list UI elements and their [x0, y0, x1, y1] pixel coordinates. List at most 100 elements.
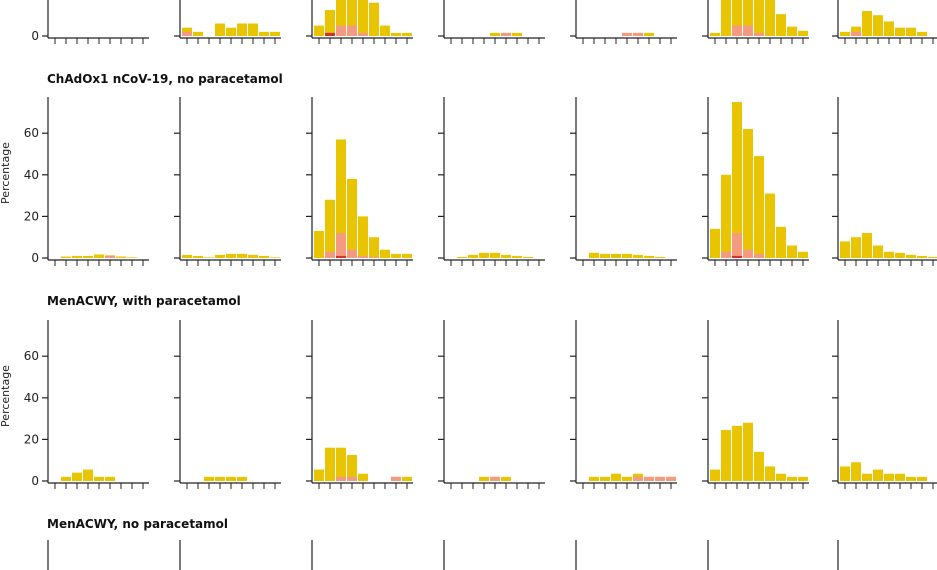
- bar-mild: [237, 476, 247, 481]
- bar-mild: [215, 23, 225, 36]
- bar-mild: [776, 473, 786, 481]
- bar-mild: [787, 26, 797, 36]
- bar-mild: [743, 0, 753, 36]
- bar-moderate: [754, 253, 764, 258]
- bar-mild: [94, 254, 104, 258]
- bar-mild: [204, 257, 214, 258]
- bar-mild: [743, 129, 753, 258]
- bar-mild: [600, 253, 610, 258]
- bar-mild: [61, 476, 71, 481]
- bar-mild: [862, 233, 872, 258]
- bar-mild: [259, 31, 269, 36]
- bar-moderate: [336, 233, 346, 258]
- bar-mild: [765, 466, 775, 481]
- bar-mild: [798, 30, 808, 36]
- bar-mild: [851, 237, 861, 258]
- y-axis-title: Percentage: [0, 365, 12, 427]
- y-tick-label: 60: [24, 349, 39, 363]
- bar-mild: [336, 139, 346, 258]
- bar-mild: [215, 476, 225, 481]
- bar-mild: [358, 216, 368, 258]
- bar-moderate: [743, 25, 753, 36]
- bar-mild: [873, 245, 883, 258]
- bar-moderate: [851, 31, 861, 36]
- bar-mild: [884, 21, 894, 36]
- bar-mild: [358, 0, 368, 36]
- bar-mild: [325, 10, 335, 36]
- bar-mild: [314, 469, 324, 481]
- y-tick-label: 60: [24, 126, 39, 140]
- bar-mild: [391, 253, 401, 258]
- bar-moderate: [754, 32, 764, 36]
- bar-mild: [906, 476, 916, 481]
- bar-mild: [895, 27, 905, 36]
- bar-mild: [193, 31, 203, 36]
- bar-mild: [721, 174, 731, 258]
- bar-mild: [589, 252, 599, 258]
- bar-mild: [490, 252, 500, 258]
- bar-moderate: [347, 249, 357, 258]
- bar-moderate: [633, 476, 643, 481]
- bar-mild: [215, 254, 225, 258]
- bar-mild: [347, 0, 357, 36]
- bar-mild: [391, 32, 401, 36]
- bar-mild: [600, 476, 610, 481]
- bar-mild: [358, 473, 368, 481]
- bar-mild: [862, 11, 872, 36]
- bar-mild: [347, 455, 357, 481]
- y-tick-label: 40: [24, 168, 39, 182]
- bar-mild: [270, 31, 280, 36]
- bar-mild: [798, 251, 808, 258]
- bar-mild: [873, 15, 883, 36]
- bar-mild: [204, 476, 214, 481]
- bar-mild: [840, 241, 850, 258]
- bar-mild: [589, 476, 599, 481]
- bar-mild: [611, 253, 621, 258]
- bar-mild: [721, 0, 731, 36]
- y-tick-label: 20: [24, 209, 39, 223]
- bar-moderate: [721, 251, 731, 258]
- bar-moderate: [336, 25, 346, 36]
- bar-mild: [325, 447, 335, 481]
- bar-severe: [325, 32, 335, 36]
- bar-moderate: [732, 233, 742, 258]
- bar-mild: [105, 476, 115, 481]
- bar-mild: [884, 473, 894, 481]
- bar-mild: [479, 252, 489, 258]
- bar-mild: [380, 249, 390, 258]
- bar-mild: [501, 476, 511, 481]
- bar-mild: [270, 257, 280, 258]
- bar-mild: [127, 257, 137, 258]
- bar-mild: [237, 23, 247, 36]
- bar-mild: [917, 255, 927, 258]
- bar-moderate: [369, 256, 379, 258]
- bar-mild: [347, 178, 357, 258]
- bar-moderate: [347, 25, 357, 36]
- bar-mild: [259, 255, 269, 258]
- bar-mild: [895, 473, 905, 481]
- bar-severe: [336, 255, 346, 258]
- bar-mild: [917, 31, 927, 36]
- bar-mild: [622, 476, 632, 481]
- bar-mild: [776, 14, 786, 36]
- row-title: ChAdOx1 nCoV-19, no paracetamol: [47, 72, 283, 86]
- bar-mild: [72, 472, 82, 481]
- bar-mild: [336, 0, 346, 36]
- bar-mild: [248, 23, 258, 36]
- bar-mild: [840, 31, 850, 36]
- bar-mild: [248, 254, 258, 258]
- bar-moderate: [666, 476, 676, 481]
- bar-mild: [644, 32, 654, 36]
- bar-mild: [906, 254, 916, 258]
- bar-moderate: [358, 32, 368, 36]
- bar-mild: [402, 32, 412, 36]
- bar-mild: [226, 27, 236, 36]
- bar-mild: [182, 254, 192, 258]
- bar-mild: [776, 226, 786, 258]
- bar-mild: [787, 476, 797, 481]
- bar-mild: [710, 469, 720, 481]
- bar-mild: [468, 254, 478, 258]
- bar-mild: [721, 430, 731, 481]
- bar-moderate: [490, 476, 500, 481]
- bar-mild: [917, 476, 927, 481]
